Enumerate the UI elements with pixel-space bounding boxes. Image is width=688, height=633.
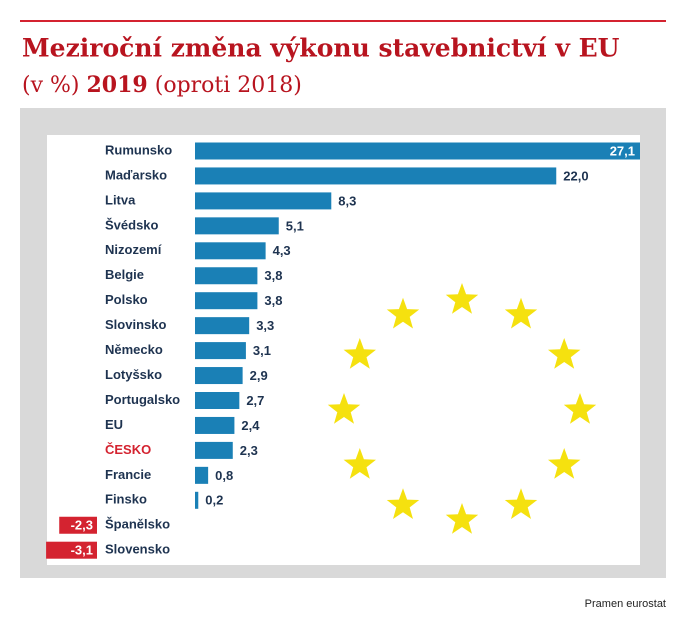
bar: [195, 242, 266, 260]
bar: [195, 392, 240, 409]
value-label: 2,7: [246, 393, 264, 408]
category-label: Slovensko: [105, 542, 170, 557]
plot-area: [47, 135, 640, 565]
bar: [195, 342, 246, 360]
category-label: Lotyšsko: [105, 367, 162, 382]
star: [386, 488, 420, 519]
star: [343, 338, 376, 369]
bar: [195, 292, 258, 310]
star: [504, 297, 538, 329]
negative-bar: [59, 516, 97, 534]
bar: [195, 142, 640, 160]
value-label: 8,3: [338, 193, 356, 208]
category-label: Portugalsko: [105, 392, 180, 407]
value-label: 2,4: [241, 418, 260, 433]
bar: [195, 441, 233, 459]
star: [445, 503, 479, 534]
value-label: 3,8: [264, 268, 282, 283]
value-label: 0,8: [215, 468, 233, 483]
star: [343, 448, 376, 479]
bar: [195, 466, 209, 484]
bar: [195, 217, 279, 235]
star: [563, 393, 597, 424]
bar: [195, 317, 250, 335]
category-label: EU: [105, 417, 123, 432]
bar: [195, 192, 332, 210]
category-label: Finsko: [105, 492, 147, 507]
value-label: 0,2: [205, 493, 223, 508]
value-label: 27,1: [610, 143, 635, 158]
subtitle-year: 2019: [87, 72, 148, 98]
category-label: Francie: [105, 467, 151, 482]
value-label: 22,0: [563, 168, 588, 183]
star-ring: [327, 283, 597, 534]
value-label: 4,3: [273, 243, 291, 258]
subtitle-note: (oproti 2018): [155, 73, 302, 98]
category-label: Nizozemí: [105, 242, 162, 257]
category-label: Španělsko: [105, 517, 170, 532]
category-label: Slovinsko: [105, 317, 166, 332]
category-label: Švédsko: [105, 217, 159, 232]
bar: [195, 167, 557, 185]
bar: [195, 367, 243, 385]
value-label: 5,1: [286, 218, 304, 233]
star: [504, 488, 538, 519]
value-label: 3,3: [256, 318, 274, 333]
value-label: -3,1: [71, 543, 93, 558]
bar: [195, 267, 258, 285]
star: [327, 393, 361, 424]
value-label: 3,1: [253, 343, 271, 358]
negative-bar: [46, 541, 97, 559]
category-label: Belgie: [105, 267, 144, 282]
bar: [195, 416, 235, 434]
category-label: Maďarsko: [105, 167, 167, 182]
value-label: 2,3: [240, 443, 258, 458]
bar: [195, 491, 199, 509]
value-label: 2,9: [250, 368, 268, 383]
chart-title: Meziroční změna výkonu stavebnictví v EU: [22, 34, 620, 63]
subtitle-unit: (v %): [22, 73, 80, 98]
category-label: Německo: [105, 342, 163, 357]
star: [548, 448, 581, 479]
star: [548, 338, 581, 369]
category-label: ČESKO: [105, 442, 151, 457]
value-label: 3,8: [264, 293, 282, 308]
star: [386, 297, 420, 329]
subtitle: (v %) 2019 (oproti 2018): [22, 72, 302, 98]
category-label: Litva: [105, 192, 136, 207]
value-label: -2,3: [71, 518, 93, 533]
source: Pramen eurostat: [585, 598, 666, 610]
star: [445, 283, 479, 314]
category-label: Polsko: [105, 292, 148, 307]
category-label: Rumunsko: [105, 142, 172, 157]
